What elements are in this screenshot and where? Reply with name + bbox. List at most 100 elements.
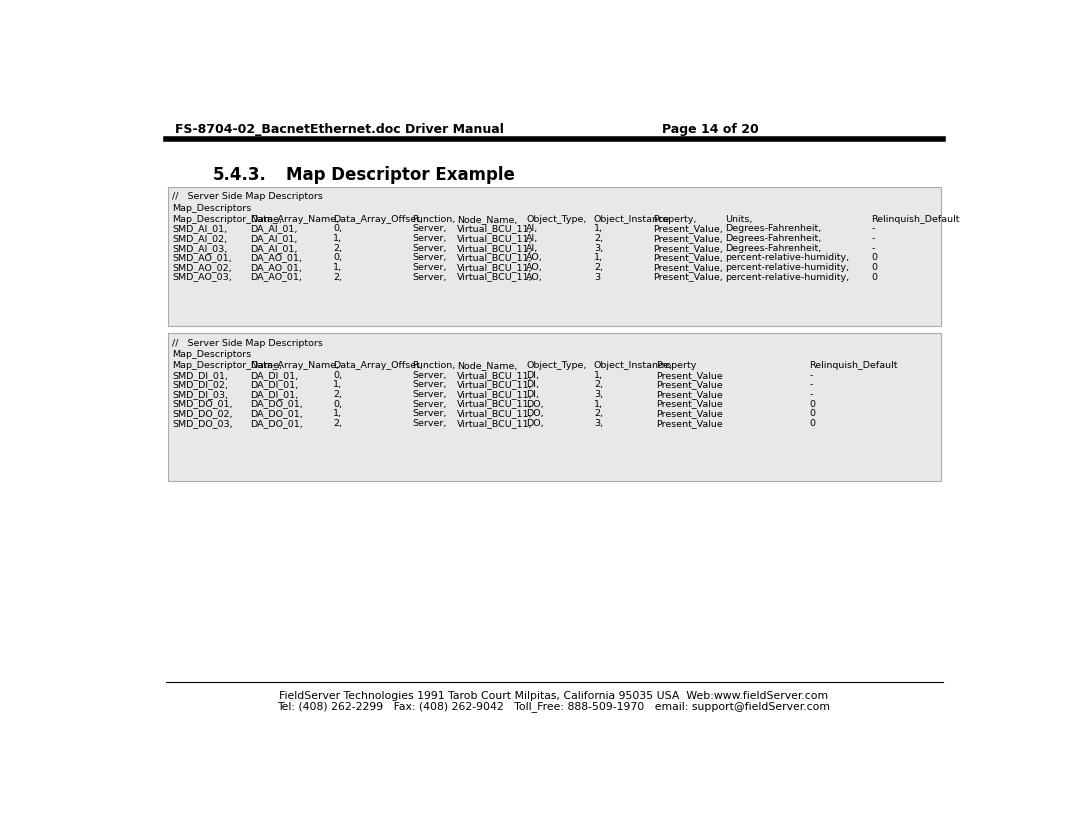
Text: Units,: Units, (726, 215, 753, 224)
Text: Map_Descriptor_Name,: Map_Descriptor_Name, (172, 215, 282, 224)
Text: 2,: 2, (594, 380, 603, 389)
Text: AO,: AO, (526, 273, 543, 282)
Text: SMD_DI_03,: SMD_DI_03, (172, 390, 228, 399)
Text: 0,: 0, (334, 254, 342, 263)
Text: Relinquish_Default: Relinquish_Default (872, 215, 960, 224)
Text: Present_Value,: Present_Value, (652, 244, 723, 253)
Text: Virtual_BCU_11,: Virtual_BCU_11, (457, 409, 532, 418)
Text: Virtual_BCU_11,: Virtual_BCU_11, (457, 234, 532, 243)
Text: Degrees-Fahrenheit,: Degrees-Fahrenheit, (726, 234, 822, 243)
Text: Present_Value: Present_Value (656, 399, 723, 409)
Text: DA_DI_01,: DA_DI_01, (249, 380, 298, 389)
Text: Virtual_BCU_11,: Virtual_BCU_11, (457, 224, 532, 234)
Text: -: - (872, 244, 875, 253)
Text: AO,: AO, (526, 263, 543, 272)
Text: Property: Property (656, 361, 697, 370)
Text: Function,: Function, (413, 215, 456, 224)
Text: SMD_AO_03,: SMD_AO_03, (172, 273, 232, 282)
FancyBboxPatch shape (167, 334, 941, 481)
Text: 1,: 1, (334, 234, 342, 243)
Text: SMD_AI_03,: SMD_AI_03, (172, 244, 228, 253)
Text: //   Server Side Map Descriptors: // Server Side Map Descriptors (172, 339, 323, 348)
Text: percent-relative-humidity,: percent-relative-humidity, (726, 273, 850, 282)
Text: 2,: 2, (334, 273, 342, 282)
Text: DI,: DI, (526, 380, 539, 389)
Text: Relinquish_Default: Relinquish_Default (809, 361, 897, 370)
Text: Degrees-Fahrenheit,: Degrees-Fahrenheit, (726, 224, 822, 234)
Text: Server,: Server, (413, 273, 447, 282)
Text: Function,: Function, (413, 361, 456, 370)
Text: DO,: DO, (526, 409, 544, 418)
Text: 0: 0 (809, 419, 815, 428)
Text: Server,: Server, (413, 254, 447, 263)
Text: Server,: Server, (413, 399, 447, 409)
Text: FieldServer Technologies 1991 Tarob Court Milpitas, California 95035 USA  Web:ww: FieldServer Technologies 1991 Tarob Cour… (279, 691, 828, 701)
Text: Data_Array_Name,: Data_Array_Name, (249, 361, 339, 370)
Text: DA_AI_01,: DA_AI_01, (249, 224, 297, 234)
Text: Node_Name,: Node_Name, (457, 361, 517, 370)
Text: 0: 0 (809, 399, 815, 409)
Text: 2,: 2, (594, 234, 603, 243)
Text: Data_Array_Name,: Data_Array_Name, (249, 215, 339, 224)
Text: Object_Instance: Object_Instance (594, 215, 670, 224)
Text: Server,: Server, (413, 224, 447, 234)
Text: SMD_AI_01,: SMD_AI_01, (172, 224, 227, 234)
Text: AO,: AO, (526, 254, 543, 263)
Text: 0: 0 (872, 273, 877, 282)
Text: Virtual_BCU_11,: Virtual_BCU_11, (457, 371, 532, 379)
Text: DO,: DO, (526, 399, 544, 409)
Text: Server,: Server, (413, 419, 447, 428)
Text: SMD_AO_01,: SMD_AO_01, (172, 254, 232, 263)
Text: 1,: 1, (594, 224, 603, 234)
Text: Server,: Server, (413, 390, 447, 399)
Text: 0: 0 (872, 254, 877, 263)
Text: DA_AI_01,: DA_AI_01, (249, 244, 297, 253)
Text: SMD_DO_03,: SMD_DO_03, (172, 419, 233, 428)
Text: Present_Value: Present_Value (656, 390, 723, 399)
Text: SMD_DO_02,: SMD_DO_02, (172, 409, 232, 418)
Text: Degrees-Fahrenheit,: Degrees-Fahrenheit, (726, 244, 822, 253)
Text: DA_DO_01,: DA_DO_01, (249, 409, 302, 418)
Text: 2,: 2, (594, 263, 603, 272)
Text: Virtual_BCU_11,: Virtual_BCU_11, (457, 273, 532, 282)
Text: Server,: Server, (413, 244, 447, 253)
Text: Present_Value,: Present_Value, (652, 224, 723, 234)
Text: Virtual_BCU_11,: Virtual_BCU_11, (457, 380, 532, 389)
Text: 2,: 2, (594, 409, 603, 418)
Text: DA_AO_01,: DA_AO_01, (249, 254, 301, 263)
Text: Page 14 of 20: Page 14 of 20 (662, 123, 759, 136)
Text: -: - (809, 380, 812, 389)
Text: 3,: 3, (594, 419, 603, 428)
FancyBboxPatch shape (167, 187, 941, 326)
Text: DA_DO_01,: DA_DO_01, (249, 419, 302, 428)
Text: Data_Array_Offset,: Data_Array_Offset, (334, 215, 423, 224)
Text: DI,: DI, (526, 390, 539, 399)
Text: DA_DI_01,: DA_DI_01, (249, 390, 298, 399)
Text: Virtual_BCU_11,: Virtual_BCU_11, (457, 399, 532, 409)
Text: Present_Value: Present_Value (656, 419, 723, 428)
Text: percent-relative-humidity,: percent-relative-humidity, (726, 263, 850, 272)
Text: AI,: AI, (526, 244, 539, 253)
Text: SMD_AO_02,: SMD_AO_02, (172, 263, 232, 272)
Text: -: - (872, 224, 875, 234)
Text: 0,: 0, (334, 371, 342, 379)
Text: SMD_DO_01,: SMD_DO_01, (172, 399, 232, 409)
Text: DO,: DO, (526, 419, 544, 428)
Text: 3,: 3, (594, 244, 603, 253)
Text: Present_Value,: Present_Value, (652, 234, 723, 243)
Text: Data_Array_Offset,: Data_Array_Offset, (334, 361, 423, 370)
Text: Present_Value,: Present_Value, (652, 254, 723, 263)
Text: 2,: 2, (334, 419, 342, 428)
Text: Tel: (408) 262-2299   Fax: (408) 262-9042   Toll_Free: 888-509-1970   email: sup: Tel: (408) 262-2299 Fax: (408) 262-9042 … (276, 701, 831, 712)
Text: Present_Value: Present_Value (656, 409, 723, 418)
Text: Virtual_BCU_11,: Virtual_BCU_11, (457, 419, 532, 428)
Text: Server,: Server, (413, 409, 447, 418)
Text: Server,: Server, (413, 263, 447, 272)
Text: DA_AI_01,: DA_AI_01, (249, 234, 297, 243)
Text: Server,: Server, (413, 380, 447, 389)
Text: 0: 0 (872, 263, 877, 272)
Text: Object_Type,: Object_Type, (526, 215, 586, 224)
Text: Server,: Server, (413, 234, 447, 243)
Text: Virtual_BCU_11,: Virtual_BCU_11, (457, 244, 532, 253)
Text: Map_Descriptors: Map_Descriptors (172, 204, 252, 213)
